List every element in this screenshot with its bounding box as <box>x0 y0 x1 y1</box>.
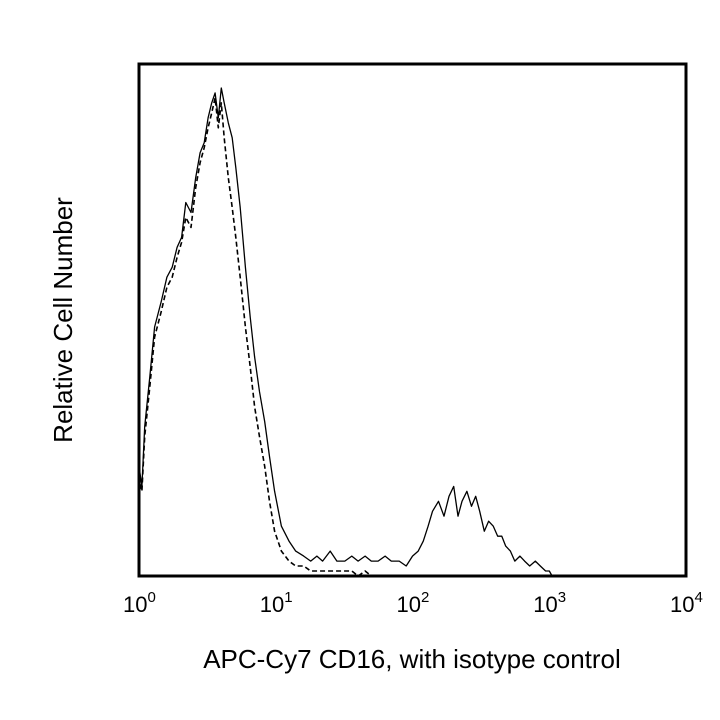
x-tick-label: 102 <box>397 589 430 617</box>
x-axis-label: APC-Cy7 CD16, with isotype control <box>203 644 621 674</box>
isotype-control-histogram <box>138 97 591 577</box>
x-tick-label: 103 <box>533 589 566 617</box>
plot-area <box>138 87 591 577</box>
plot-frame <box>137 62 688 578</box>
x-tick-label: 100 <box>123 589 156 617</box>
x-tick-label: 104 <box>670 589 703 617</box>
x-axis-ticks: 100 101 102 103 104 <box>123 589 703 617</box>
cd16-histogram <box>138 87 555 577</box>
x-tick-label: 101 <box>260 589 293 617</box>
y-axis-label: Relative Cell Number <box>48 197 78 443</box>
